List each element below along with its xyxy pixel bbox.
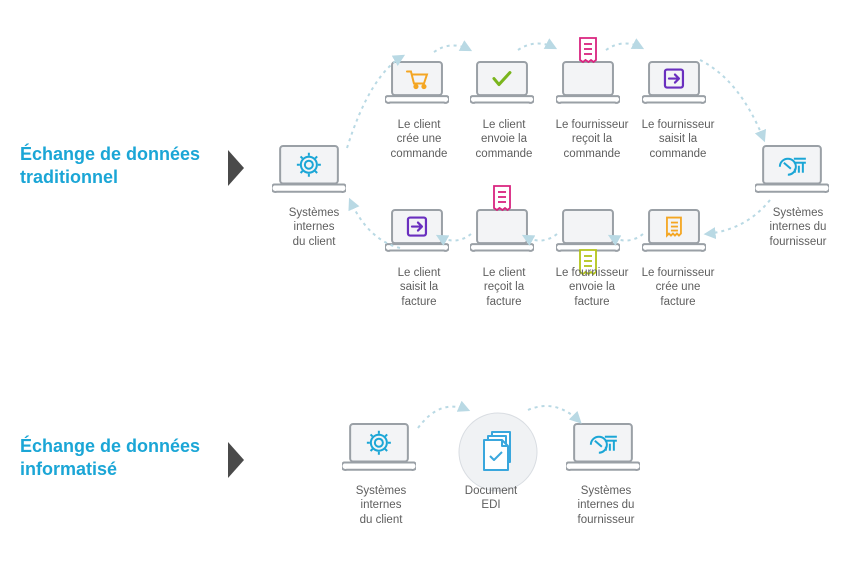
laptop-i-client: Systèmesinternesdu client bbox=[342, 422, 416, 474]
caption: Le clientcrée unecommande bbox=[378, 118, 460, 161]
section-title-info: Échange de donnéesinformatisé bbox=[20, 435, 200, 482]
laptop-t-bot-3: Le fournisseurenvoie lafacture bbox=[556, 208, 620, 254]
import-icon bbox=[392, 210, 442, 248]
caption: Le fournisseursaisit lacommande bbox=[632, 118, 724, 161]
import-icon bbox=[649, 62, 699, 100]
receipt-icon bbox=[491, 184, 513, 217]
laptop-t-top-2: Le clientenvoie lacommande bbox=[470, 60, 534, 106]
caption: DocumentEDI bbox=[452, 484, 530, 513]
laptop-t-bot-2: Le clientreçoit lafacture bbox=[470, 208, 534, 254]
laptop-t-top-3: Le fournisseurreçoit lacommande bbox=[556, 60, 620, 106]
laptop-t-bot-1: Le clientsaisit lafacture bbox=[385, 208, 449, 254]
gear-icon bbox=[280, 146, 338, 188]
laptop-t-bot-4: Le fournisseurcrée unefacture bbox=[642, 208, 706, 254]
dashboard-icon bbox=[763, 146, 821, 188]
caption: Systèmesinternes dufournisseur bbox=[560, 484, 652, 527]
laptop-t-supplier-sys: Systèmesinternes dufournisseur bbox=[755, 144, 829, 196]
chevron-icon bbox=[226, 148, 248, 193]
edi-document: DocumentEDI bbox=[458, 412, 538, 492]
gear-icon bbox=[350, 424, 408, 466]
caption: Le clientreçoit lafacture bbox=[463, 266, 545, 309]
cart-icon bbox=[392, 62, 442, 100]
caption: Le clientsaisit lafacture bbox=[378, 266, 460, 309]
dashboard-icon bbox=[574, 424, 632, 466]
chevron-icon bbox=[226, 440, 248, 485]
section-title-trad: Échange de donnéestraditionnel bbox=[20, 143, 200, 190]
receipt-inside-icon bbox=[649, 210, 699, 248]
laptop-t-client-sys: Systèmesinternesdu client bbox=[272, 144, 346, 196]
laptop-i-supplier: Systèmesinternes dufournisseur bbox=[566, 422, 640, 474]
caption: Le fournisseurreçoit lacommande bbox=[546, 118, 638, 161]
caption: Le clientenvoie lacommande bbox=[463, 118, 545, 161]
caption: Systèmesinternes dufournisseur bbox=[752, 206, 844, 249]
caption: Systèmesinternesdu client bbox=[272, 206, 356, 249]
caption: Systèmesinternesdu client bbox=[338, 484, 424, 527]
check-icon bbox=[477, 62, 527, 100]
caption: Le fournisseurcrée unefacture bbox=[632, 266, 724, 309]
receipt-icon bbox=[577, 36, 599, 69]
caption: Le fournisseurenvoie lafacture bbox=[546, 266, 638, 309]
laptop-t-top-4: Le fournisseursaisit lacommande bbox=[642, 60, 706, 106]
laptop-t-top-1: Le clientcrée unecommande bbox=[385, 60, 449, 106]
